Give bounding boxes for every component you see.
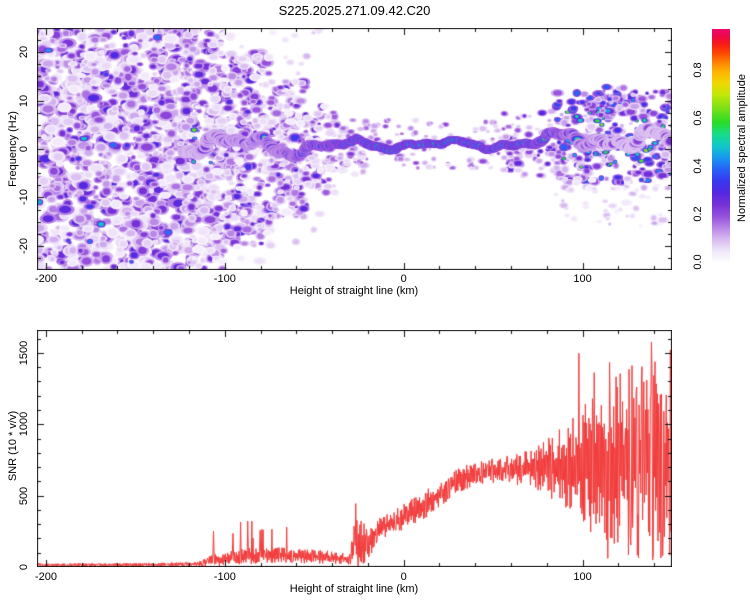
- x-tick-label: -200: [34, 571, 57, 583]
- y-tick-label: -10: [18, 189, 30, 206]
- colorbar-tick-label: 0.4: [692, 158, 704, 174]
- x-tick-label: 100: [573, 273, 592, 285]
- x-tick-label: -100: [213, 273, 236, 285]
- colorbar-tick-label: 0.8: [692, 62, 704, 78]
- y-tick-label: 1500: [18, 340, 30, 366]
- x-tick-label: 100: [573, 571, 592, 583]
- colorbar-tick-label: 0.6: [692, 110, 704, 126]
- y-tick-label: -20: [18, 237, 30, 254]
- x-tick-label: -100: [213, 571, 236, 583]
- colorbar: [712, 29, 730, 268]
- x-tick-label: -200: [34, 273, 57, 285]
- height-axis-label-bottom: Height of straight line (km): [289, 583, 419, 595]
- y-tick-label: 20: [18, 46, 30, 59]
- page-title: S225.2025.271.09.42.C20: [278, 3, 431, 18]
- height-axis-label-top: Height of straight line (km): [289, 285, 419, 297]
- y-tick-label: 500: [18, 486, 30, 505]
- snr-plot: [37, 330, 672, 567]
- colorbar-tick-label: 0.2: [692, 206, 704, 222]
- colorbar-label: Normalized spectral amplitude: [736, 74, 748, 222]
- y-tick-label: 0: [18, 563, 30, 571]
- x-tick-label: 0: [400, 571, 407, 583]
- x-tick-label: 0: [400, 273, 407, 285]
- y-tick-label: 0: [18, 145, 30, 153]
- spectrogram-plot: [37, 28, 672, 270]
- y-tick-label: 1000: [18, 411, 30, 437]
- colorbar-tick-label: 0.0: [692, 254, 704, 270]
- y-tick-label: 10: [18, 94, 30, 107]
